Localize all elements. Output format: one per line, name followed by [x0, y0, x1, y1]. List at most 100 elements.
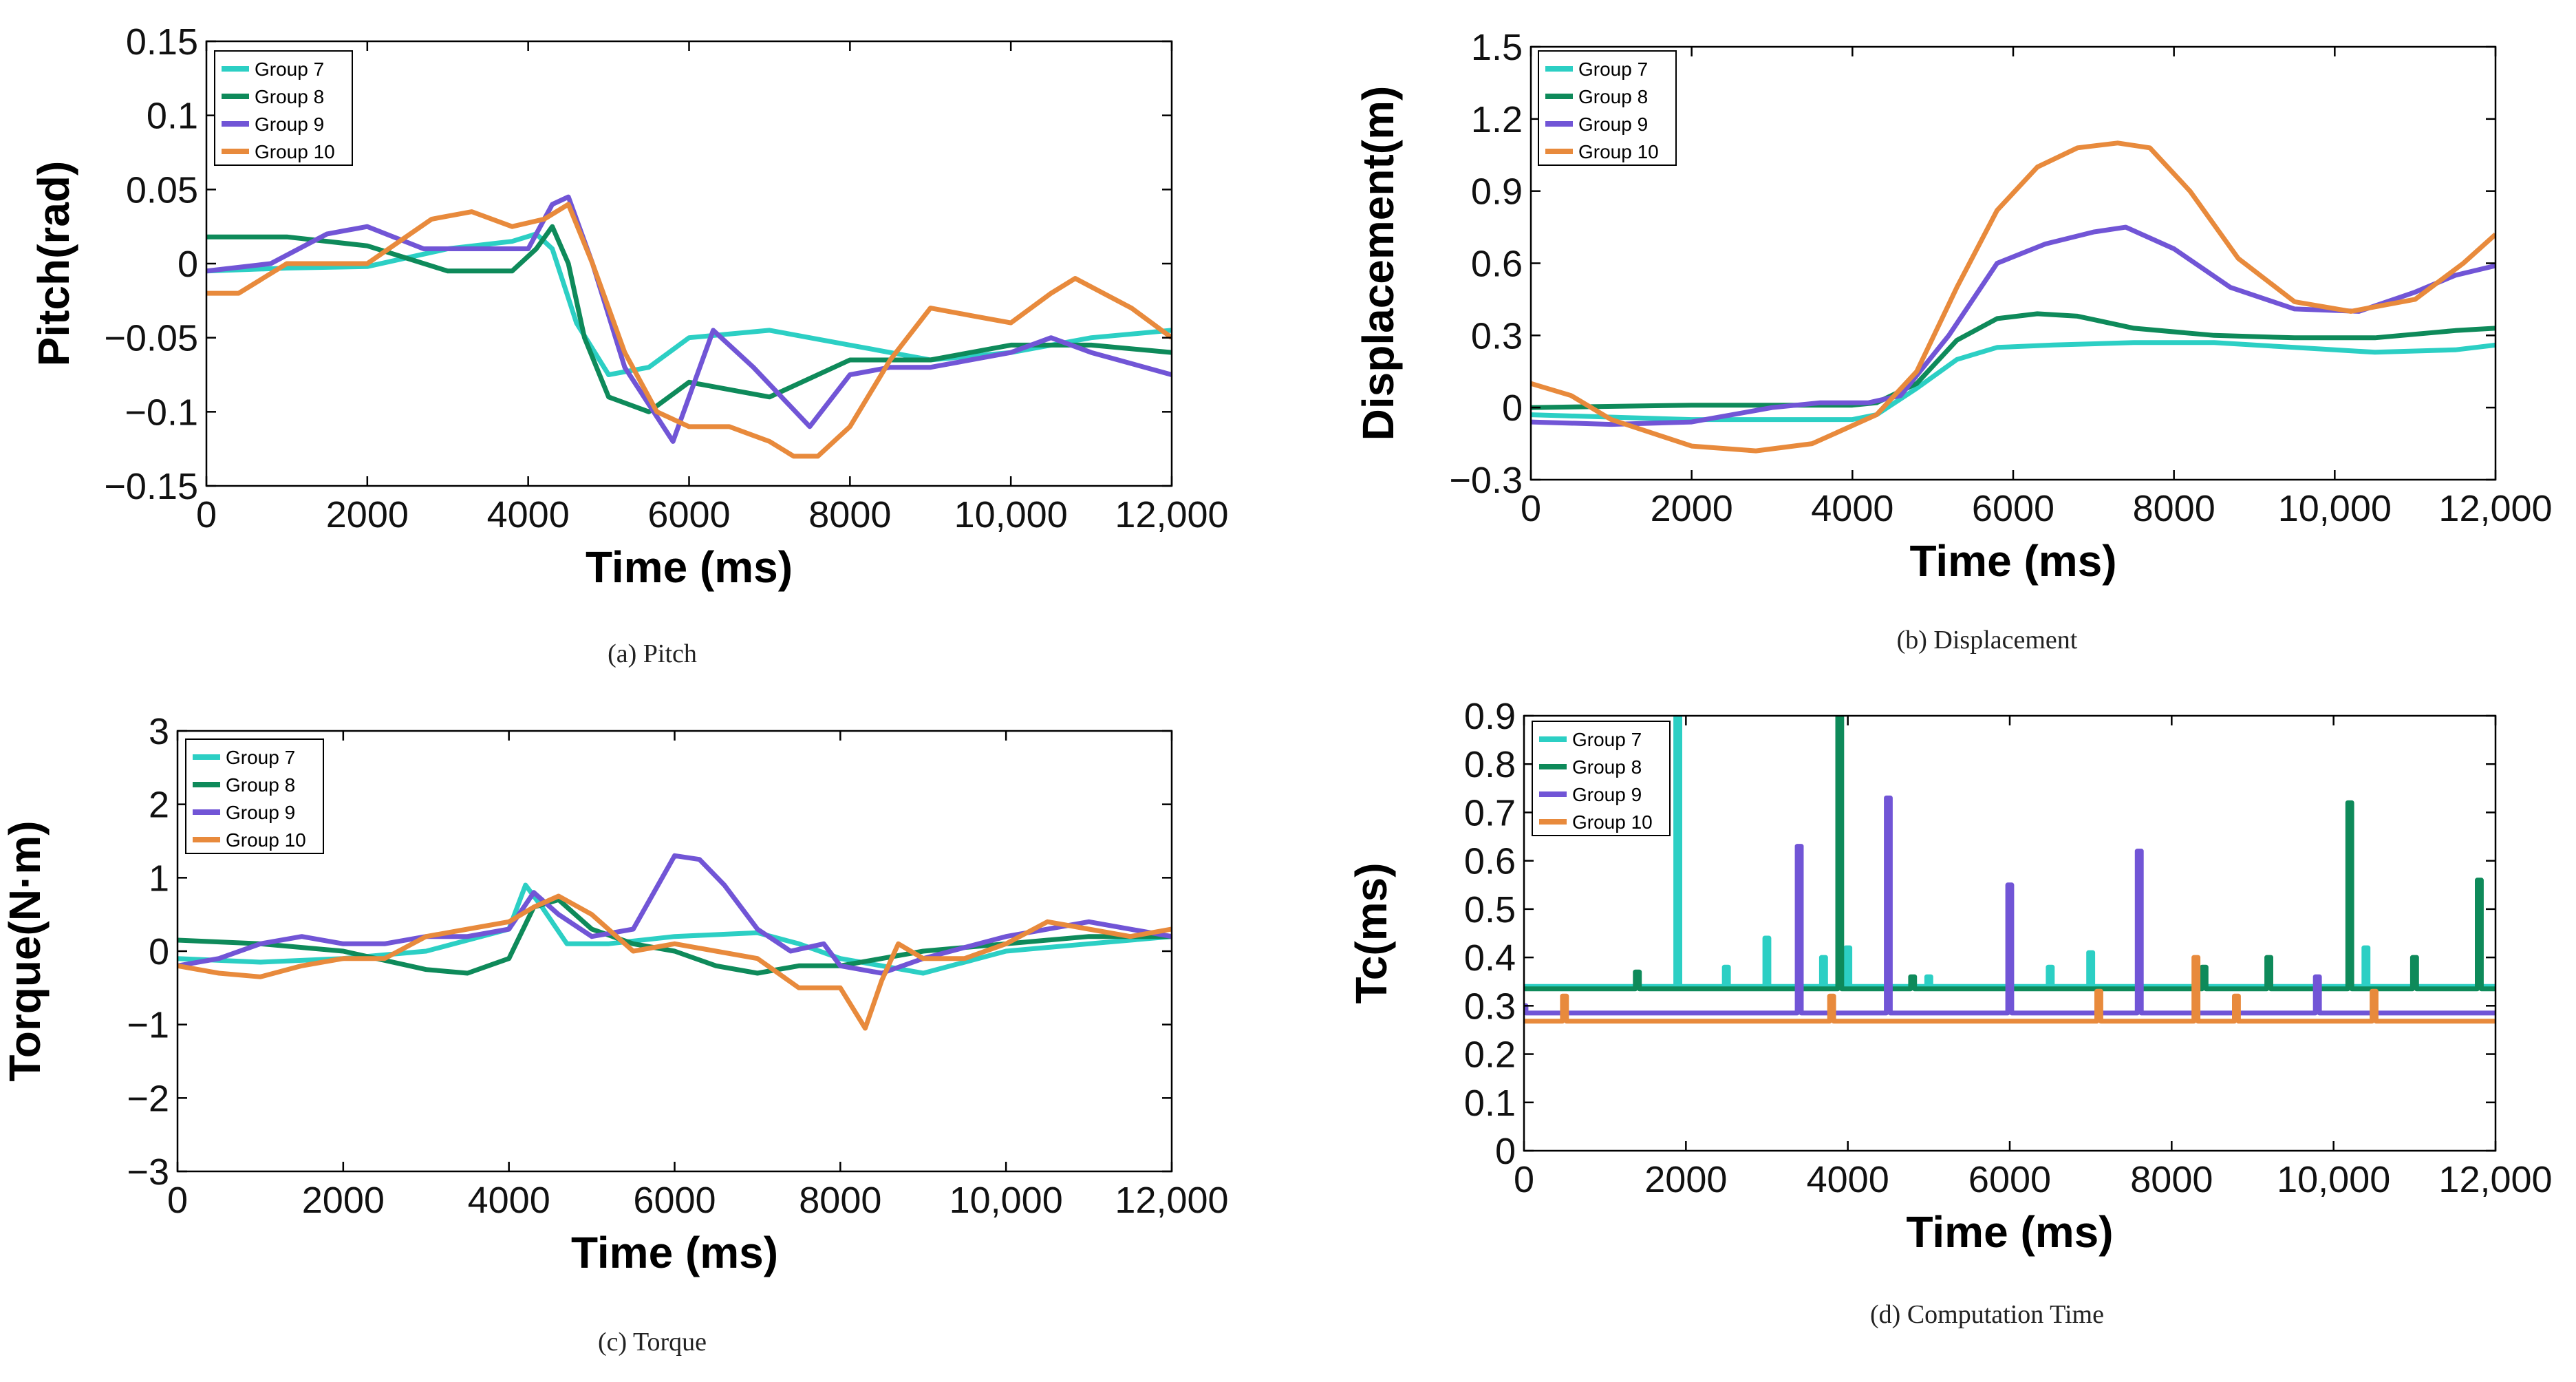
x-tick-label: 4000 — [487, 494, 570, 535]
panel-pitch: (a) Pitch 0 2000 4000 6000 8000 10,000 12,000 −… — [29, 21, 1229, 668]
legend: Group 7 Group 8 Group 9 Group 10 — [185, 738, 324, 854]
y-tick-label: −3 — [127, 1151, 169, 1193]
y-axis-label: Torque(N·m) — [0, 820, 50, 1081]
legend-label: Group 7 — [226, 747, 295, 768]
x-tick-label: 12,000 — [1115, 1180, 1228, 1221]
series-line-group-9 — [206, 194, 1172, 444]
series-group — [1531, 140, 2496, 454]
legend-label: Group 8 — [255, 86, 324, 107]
panel-torque: (c) Torque 0 2000 4000 6000 8000 10,000 12,000… — [0, 711, 1229, 1357]
y-tick-label: 3 — [149, 711, 169, 752]
panel-computation-time: (d) Computation Time 0 2000 4000 6000 8000 10… — [1346, 696, 2553, 1329]
legend-label: Group 9 — [226, 802, 295, 823]
series-group — [178, 853, 1172, 1031]
y-tick-label: 0 — [178, 244, 198, 285]
series-line-group-8 — [206, 224, 1172, 414]
legend-label: Group 7 — [255, 59, 324, 80]
y-tick-label: 0.05 — [126, 169, 198, 211]
x-tick-label: 6000 — [647, 494, 730, 535]
series-line-group-8 — [1524, 716, 2496, 992]
x-axis-label: Time (ms) — [1909, 536, 2116, 586]
y-tick-label: 0.6 — [1464, 841, 1516, 882]
series-line-group-7 — [1524, 716, 2496, 989]
y-tick-label: 1 — [149, 858, 169, 899]
x-tick-label: 8000 — [808, 494, 891, 535]
x-tick-label: 6000 — [1972, 488, 2054, 529]
y-tick-label: 0.1 — [1464, 1083, 1516, 1124]
y-axis-label: Pitch(rad) — [29, 161, 78, 367]
y-tick-label: 0.5 — [1464, 889, 1516, 931]
y-axis-label: Displacement(m) — [1353, 86, 1403, 441]
x-tick-label: 4000 — [1807, 1159, 1889, 1200]
caption-pitch: (a) Pitch — [608, 639, 697, 668]
y-tick-label: −0.1 — [125, 392, 198, 433]
y-tick-label: 0 — [149, 931, 169, 972]
x-axis-label: Time (ms) — [586, 542, 793, 592]
x-tick-label: 2000 — [1644, 1159, 1727, 1200]
x-tick-label: 12,000 — [1115, 494, 1228, 535]
x-tick-label: 8000 — [2130, 1159, 2213, 1200]
y-tick-label: 0.9 — [1464, 696, 1516, 737]
legend-label: Group 8 — [1578, 86, 1648, 107]
series-line-group-10 — [1531, 140, 2496, 454]
x-tick-label: 4000 — [468, 1180, 550, 1221]
legend: Group 7 Group 8 Group 9 Group 10 — [1538, 50, 1677, 166]
x-tick-label: 10,000 — [2278, 488, 2392, 529]
x-tick-label: 2000 — [326, 494, 409, 535]
caption-torque: (c) Torque — [598, 1328, 707, 1357]
y-tick-label: 2 — [149, 785, 169, 826]
y-tick-label: 1.5 — [1471, 27, 1523, 68]
series-line-group-10 — [1524, 955, 2496, 1024]
legend: Group 7 Group 8 Group 9 Group 10 — [214, 50, 353, 166]
y-tick-label: 0.4 — [1464, 937, 1516, 979]
series-line-group-9 — [178, 853, 1172, 976]
legend-label: Group 7 — [1578, 59, 1648, 80]
x-tick-label: 2000 — [1651, 488, 1733, 529]
y-tick-label: 0.8 — [1464, 744, 1516, 785]
y-tick-label: 0.7 — [1464, 792, 1516, 833]
y-tick-label: 0.9 — [1471, 171, 1523, 213]
y-tick-label: 0 — [1502, 387, 1523, 429]
y-tick-label: −0.3 — [1449, 460, 1523, 501]
x-tick-label: 0 — [1521, 488, 1541, 529]
series-line-group-10 — [178, 893, 1172, 1031]
y-tick-label: 0.15 — [126, 21, 198, 63]
x-tick-label: 4000 — [1811, 488, 1893, 529]
series-line-group-7 — [178, 882, 1172, 976]
y-tick-label: −0.05 — [104, 318, 198, 359]
x-tick-label: 12,000 — [2438, 488, 2552, 529]
series-line-group-7 — [206, 231, 1172, 377]
y-tick-label: 0.6 — [1471, 244, 1523, 285]
x-tick-label: 10,000 — [949, 1180, 1063, 1221]
series-line-group-10 — [206, 202, 1172, 459]
x-axis-label: Time (ms) — [1906, 1207, 2113, 1257]
series-line-group-9 — [1524, 795, 2496, 1016]
x-tick-label: 10,000 — [954, 494, 1068, 535]
x-tick-label: 8000 — [2133, 488, 2215, 529]
x-tick-label: 2000 — [302, 1180, 385, 1221]
series-line-group-9 — [1531, 224, 2496, 427]
y-tick-label: 0 — [1495, 1131, 1516, 1172]
series-group — [1524, 716, 2496, 1024]
legend-label: Group 9 — [1572, 784, 1642, 805]
legend-label: Group 10 — [226, 829, 306, 851]
series-group — [206, 194, 1172, 459]
legend-label: Group 9 — [255, 114, 324, 135]
x-tick-label: 0 — [167, 1180, 188, 1221]
x-tick-label: 6000 — [633, 1180, 716, 1221]
x-tick-label: 10,000 — [2277, 1159, 2390, 1200]
legend-label: Group 10 — [1572, 811, 1653, 833]
x-tick-label: 0 — [196, 494, 217, 535]
caption-displacement: (b) Displacement — [1897, 626, 2078, 655]
legend-label: Group 8 — [226, 774, 295, 796]
y-tick-label: 0.3 — [1464, 986, 1516, 1027]
series-line-group-8 — [1531, 311, 2496, 410]
y-tick-label: −2 — [127, 1078, 169, 1119]
y-tick-label: 0.1 — [147, 96, 198, 137]
x-axis-label: Time (ms) — [571, 1228, 778, 1277]
x-tick-label: 8000 — [799, 1180, 881, 1221]
legend: Group 7 Group 8 Group 9 Group 10 — [1532, 721, 1671, 836]
y-tick-label: −1 — [127, 1005, 169, 1046]
x-tick-label: 0 — [1514, 1159, 1534, 1200]
